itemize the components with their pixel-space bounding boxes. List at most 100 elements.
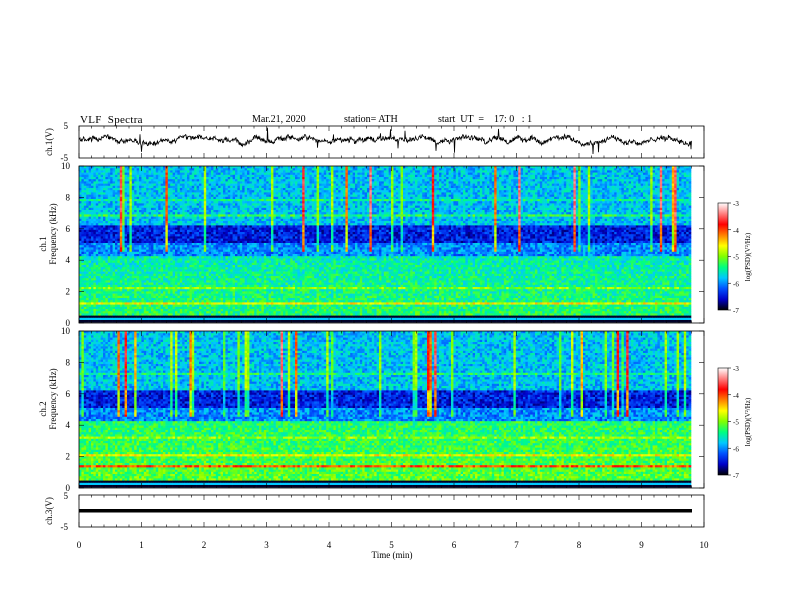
spectrogram-cell: [201, 185, 205, 189]
spectrogram-cell: [386, 172, 389, 176]
spectrogram-cell: [259, 179, 262, 182]
spectrogram-cell: [535, 194, 538, 198]
spectrogram-cell: [194, 172, 197, 176]
spectrogram-cell: [338, 174, 341, 178]
spectrogram-cell: [448, 201, 452, 204]
spectrogram-cell: [83, 194, 87, 198]
spectrogram-cell: [350, 168, 353, 171]
spectrogram-cell: [151, 203, 154, 206]
spectrogram-cell: [391, 185, 394, 189]
spectrogram-cell: [266, 170, 269, 173]
spectrogram-cell: [328, 185, 332, 189]
spectrogram-cell: [458, 174, 461, 178]
spectrogram-cell: [201, 179, 205, 182]
spectrogram-cell: [578, 177, 581, 180]
spectrogram-cell: [535, 192, 538, 195]
spectrogram-cell: [547, 185, 550, 189]
spectrogram-cell: [187, 174, 190, 178]
spectrogram-cell: [115, 205, 118, 209]
spectrogram-cell: [232, 199, 236, 202]
spectrogram-cell: [295, 188, 298, 191]
spectrogram-cell: [112, 188, 116, 191]
spectrogram-cell: [215, 179, 219, 182]
spectrogram-cell: [664, 166, 668, 169]
spectrogram-cell: [621, 185, 625, 189]
spectrogram-cell: [271, 179, 274, 182]
spectrogram-cell: [297, 166, 301, 169]
spectrogram-cell: [364, 192, 368, 195]
spectrogram-cell: [122, 194, 125, 198]
spectrogram-cell: [525, 196, 529, 200]
spectrogram-cell: [119, 196, 123, 200]
spectrogram-cell: [647, 166, 651, 169]
spectrogram-cell: [297, 201, 301, 204]
spectrogram-cell: [652, 177, 656, 180]
spectrogram-cell: [465, 177, 469, 180]
spectrogram-cell: [191, 174, 195, 178]
spectrogram-cell: [609, 205, 613, 209]
spectrogram-cell: [441, 179, 445, 182]
spectrogram-cell: [427, 190, 430, 193]
spectrogram-cell: [638, 177, 641, 180]
spectrogram-cell: [151, 194, 154, 198]
spectrogram-cell: [580, 170, 584, 173]
spectrogram-cell: [681, 192, 685, 195]
spectrogram-cell: [134, 179, 137, 182]
spectrogram-cell: [148, 181, 152, 184]
spectrogram-cell: [439, 199, 442, 202]
spectrogram-cell: [491, 166, 495, 169]
spectrogram-cell: [383, 196, 387, 200]
spectrogram-cell: [427, 192, 430, 195]
spectrogram-cell: [520, 205, 524, 209]
spectrogram-cell: [535, 179, 538, 182]
spectrogram-cell: [110, 174, 113, 178]
spectrogram-cell: [549, 203, 553, 206]
spectrogram-cell: [431, 168, 435, 171]
spectrogram-cell: [91, 166, 94, 169]
spectrogram-cell: [671, 192, 675, 195]
spectrogram-cell: [415, 203, 418, 206]
spectrogram-cell: [496, 199, 500, 202]
spectrogram-cell: [458, 185, 461, 189]
spectrogram-cell: [446, 185, 449, 189]
spectrogram-cell: [323, 188, 327, 191]
spectrogram-cell: [496, 190, 500, 193]
spectrogram-cell: [376, 170, 380, 173]
spectrogram-cell: [578, 192, 581, 195]
spectrogram-cell: [235, 201, 238, 204]
spectrogram-cell: [415, 185, 418, 189]
spectrogram-cell: [131, 205, 135, 209]
spectrogram-cell: [230, 194, 233, 198]
spectrogram-cell: [163, 203, 166, 206]
spectrogram-cell: [309, 177, 313, 180]
spectrogram-cell: [141, 188, 145, 191]
spectrogram-cell: [674, 183, 677, 187]
spectrogram-cell: [295, 181, 298, 184]
spectrogram-cell: [201, 170, 205, 173]
spectrogram-cell: [434, 192, 437, 195]
spectrogram-cell: [292, 166, 296, 169]
spectrogram-cell: [530, 181, 533, 184]
spectrogram-cell: [148, 170, 152, 173]
spectrogram-cell: [626, 205, 629, 209]
spectrogram-cell: [621, 183, 625, 187]
spectrogram-cell: [196, 179, 200, 182]
spectrogram-cell: [131, 179, 135, 182]
spectrogram-cell: [405, 188, 409, 191]
spectrogram-cell: [134, 172, 137, 176]
spectrogram-cell: [287, 183, 291, 187]
spectrogram-cell: [340, 177, 344, 180]
spectrogram-cell: [686, 174, 689, 178]
spectrogram-cell: [371, 183, 375, 187]
spectrogram-cell: [676, 181, 680, 184]
spectrogram-cell: [225, 190, 229, 193]
spectrogram-cell: [292, 205, 296, 209]
spectrogram-cell: [95, 190, 99, 193]
spectrogram-cell: [249, 174, 253, 178]
spectrogram-cell: [616, 194, 620, 198]
spectrogram-cell: [107, 181, 111, 184]
spectrogram-cell: [422, 192, 425, 195]
spectrogram-cell: [511, 199, 514, 202]
spectrogram-cell: [467, 174, 471, 178]
spectrogram-cell: [107, 183, 111, 187]
